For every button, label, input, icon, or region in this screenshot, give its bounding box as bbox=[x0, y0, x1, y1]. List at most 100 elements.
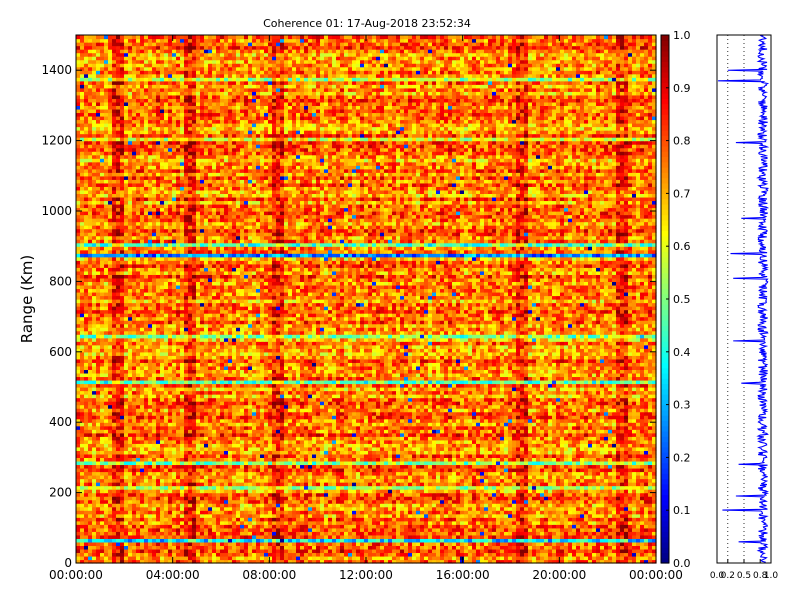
heatmap-cell bbox=[588, 496, 593, 500]
heatmap-cell bbox=[124, 482, 129, 486]
heatmap-cell bbox=[288, 507, 293, 511]
heatmap-cell bbox=[232, 482, 237, 486]
heatmap-cell bbox=[252, 549, 257, 553]
heatmap-cell bbox=[608, 493, 613, 497]
heatmap-cell bbox=[540, 493, 545, 497]
heatmap-cell bbox=[272, 482, 277, 486]
heatmap-cell bbox=[248, 528, 253, 532]
heatmap-cell bbox=[424, 542, 429, 546]
heatmap-cell bbox=[292, 457, 297, 461]
heatmap-cell bbox=[392, 471, 397, 475]
heatmap-cell bbox=[412, 514, 417, 518]
heatmap-cell bbox=[212, 450, 217, 454]
heatmap-cell bbox=[108, 542, 113, 546]
heatmap-cell bbox=[592, 489, 597, 493]
heatmap-cell bbox=[340, 552, 345, 556]
heatmap-cell bbox=[172, 552, 177, 556]
heatmap-cell bbox=[648, 468, 653, 472]
heatmap-cell bbox=[380, 443, 385, 447]
heatmap-cell bbox=[508, 493, 513, 497]
heatmap-cell bbox=[604, 521, 609, 525]
heatmap-cell bbox=[104, 500, 109, 504]
heatmap-cell bbox=[624, 545, 629, 549]
heatmap-cell bbox=[636, 545, 641, 549]
heatmap-cell bbox=[240, 461, 245, 465]
heatmap-cell bbox=[368, 461, 373, 465]
heatmap-cell bbox=[152, 447, 157, 451]
heatmap-cell bbox=[348, 549, 353, 553]
heatmap-cell bbox=[336, 471, 341, 475]
heatmap-cell bbox=[252, 503, 257, 507]
heatmap-cell bbox=[188, 471, 193, 475]
heatmap-cell bbox=[520, 503, 525, 507]
heatmap-cell bbox=[612, 496, 617, 500]
heatmap-cell bbox=[444, 545, 449, 549]
heatmap-cell bbox=[208, 482, 213, 486]
heatmap-cell bbox=[288, 500, 293, 504]
heatmap-cell bbox=[212, 524, 217, 528]
heatmap-cell bbox=[400, 535, 405, 539]
heatmap-cell bbox=[244, 514, 249, 518]
heatmap-cell bbox=[380, 468, 385, 472]
heatmap-cell bbox=[428, 479, 433, 483]
heatmap-cell bbox=[444, 531, 449, 535]
heatmap-cell bbox=[380, 521, 385, 525]
heatmap-cell bbox=[476, 454, 481, 458]
heatmap-cell bbox=[360, 503, 365, 507]
heatmap-cell bbox=[504, 461, 509, 465]
heatmap-cell bbox=[448, 545, 453, 549]
heatmap-cell bbox=[276, 545, 281, 549]
heatmap-cell bbox=[484, 517, 489, 521]
heatmap-cell bbox=[100, 450, 105, 454]
heatmap-cell bbox=[648, 538, 653, 542]
heatmap-cell bbox=[212, 531, 217, 535]
heatmap-cell bbox=[464, 482, 469, 486]
heatmap-cell bbox=[444, 503, 449, 507]
heatmap-cell bbox=[616, 538, 621, 542]
heatmap-cell bbox=[284, 443, 289, 447]
heatmap-cell bbox=[604, 545, 609, 549]
heatmap-cell bbox=[132, 447, 137, 451]
heatmap-cell bbox=[628, 447, 633, 451]
heatmap-cell bbox=[624, 482, 629, 486]
heatmap-cell bbox=[148, 464, 153, 468]
heatmap-cell bbox=[532, 450, 537, 454]
heatmap-cell bbox=[184, 461, 189, 465]
heatmap-cell bbox=[584, 503, 589, 507]
heatmap-cell bbox=[568, 524, 573, 528]
heatmap-cell bbox=[620, 531, 625, 535]
heatmap-cell bbox=[608, 461, 613, 465]
heatmap-cell bbox=[188, 482, 193, 486]
heatmap-cell bbox=[128, 479, 133, 483]
heatmap-cell bbox=[140, 535, 145, 539]
heatmap-cell bbox=[408, 461, 413, 465]
heatmap-cell bbox=[208, 471, 213, 475]
heatmap-cell bbox=[468, 486, 473, 490]
heatmap-cell bbox=[96, 489, 101, 493]
heatmap-cell bbox=[596, 479, 601, 483]
heatmap-cell bbox=[468, 507, 473, 511]
heatmap-cell bbox=[332, 549, 337, 553]
heatmap-cell bbox=[600, 464, 605, 468]
heatmap-cell bbox=[432, 447, 437, 451]
heatmap-cell bbox=[480, 514, 485, 518]
heatmap-cell bbox=[168, 464, 173, 468]
heatmap-cell bbox=[232, 493, 237, 497]
heatmap-cell bbox=[168, 552, 173, 556]
heatmap-cell bbox=[344, 514, 349, 518]
heatmap-cell bbox=[352, 549, 357, 553]
heatmap-cell bbox=[312, 500, 317, 504]
heatmap-cell bbox=[120, 457, 125, 461]
heatmap-cell bbox=[576, 535, 581, 539]
heatmap-cell bbox=[236, 528, 241, 532]
heatmap-cell bbox=[164, 450, 169, 454]
heatmap-cell bbox=[552, 464, 557, 468]
heatmap-cell bbox=[600, 471, 605, 475]
heatmap-cell bbox=[280, 517, 285, 521]
heatmap-cell bbox=[76, 440, 81, 444]
heatmap-cell bbox=[536, 493, 541, 497]
heatmap-cell bbox=[456, 517, 461, 521]
heatmap-cell bbox=[316, 545, 321, 549]
heatmap-cell bbox=[624, 528, 629, 532]
heatmap-cell bbox=[292, 479, 297, 483]
